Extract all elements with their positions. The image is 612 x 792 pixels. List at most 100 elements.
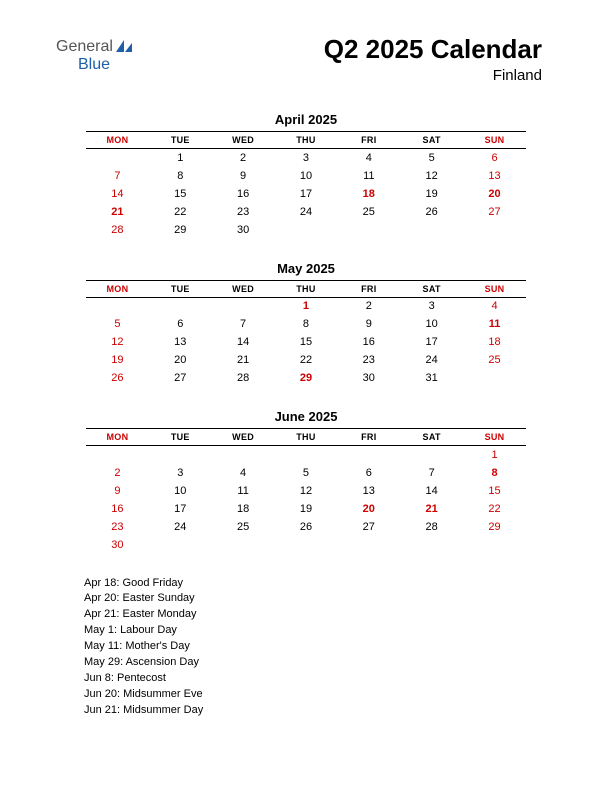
calendar-row: 12131415161718 [86,333,526,351]
holiday-item: Jun 20: Midsummer Eve [84,687,562,703]
calendar-cell: 24 [400,351,463,369]
calendar-cell: 8 [463,464,526,482]
day-header: THU [275,280,338,297]
calendar-cell: 28 [400,518,463,536]
calendar-cell [463,536,526,554]
calendar-cell: 22 [149,203,212,221]
holiday-item: Jun 8: Pentecost [84,671,562,687]
calendar-cell: 25 [463,351,526,369]
calendar-cell: 10 [149,482,212,500]
logo: General Blue [56,38,133,74]
month-title: May 2025 [86,261,526,276]
calendar-cell: 18 [463,333,526,351]
calendar-table: MONTUEWEDTHUFRISATSUN1234567891011121314… [86,131,526,239]
calendar-cell: 28 [86,221,149,239]
calendar-cell: 27 [463,203,526,221]
day-header: MON [86,280,149,297]
calendar-cell: 2 [337,297,400,315]
calendar-row: 30 [86,536,526,554]
calendar-cell: 26 [400,203,463,221]
day-header: SUN [463,429,526,446]
calendar-cell: 16 [86,500,149,518]
calendar-cell [275,446,338,464]
calendar-cell: 11 [212,482,275,500]
holiday-item: May 1: Labour Day [84,623,562,639]
logo-sail-icon [115,39,133,53]
logo-text-1: General [56,38,113,55]
months-container: April 2025MONTUEWEDTHUFRISATSUN123456789… [50,112,562,554]
calendar-cell: 21 [400,500,463,518]
calendar-cell: 20 [337,500,400,518]
calendar-cell: 18 [212,500,275,518]
calendar-cell [149,536,212,554]
day-header: THU [275,429,338,446]
calendar-cell: 3 [400,297,463,315]
day-header: SAT [400,429,463,446]
day-header: FRI [337,132,400,149]
calendar-cell: 21 [86,203,149,221]
calendar-cell [149,446,212,464]
calendar-cell: 18 [337,185,400,203]
calendar-cell: 6 [149,315,212,333]
holiday-item: Apr 20: Easter Sunday [84,591,562,607]
calendar-table: MONTUEWEDTHUFRISATSUN1234567891011121314… [86,428,526,554]
day-header: TUE [149,280,212,297]
calendar-row: 21222324252627 [86,203,526,221]
calendar-cell: 29 [275,369,338,387]
calendar-cell [400,536,463,554]
calendar-cell: 6 [463,149,526,167]
day-header: FRI [337,429,400,446]
day-header: THU [275,132,338,149]
calendar-row: 23242526272829 [86,518,526,536]
calendar-cell: 7 [86,167,149,185]
calendar-cell: 29 [463,518,526,536]
calendar-cell: 30 [86,536,149,554]
calendar-row: 78910111213 [86,167,526,185]
calendar-cell: 3 [275,149,338,167]
calendar-cell: 12 [400,167,463,185]
calendar-cell [212,536,275,554]
calendar-cell: 15 [463,482,526,500]
calendar-cell [86,297,149,315]
calendar-cell: 30 [212,221,275,239]
calendar-cell: 3 [149,464,212,482]
calendar-cell: 22 [275,351,338,369]
calendar-cell: 11 [463,315,526,333]
calendar-cell: 20 [463,185,526,203]
holidays-list: Apr 18: Good FridayApr 20: Easter Sunday… [84,576,562,719]
month-block: April 2025MONTUEWEDTHUFRISATSUN123456789… [86,112,526,239]
calendar-cell: 4 [212,464,275,482]
calendar-cell: 8 [275,315,338,333]
month-title: April 2025 [86,112,526,127]
calendar-cell: 15 [149,185,212,203]
day-header: MON [86,429,149,446]
calendar-cell: 9 [212,167,275,185]
calendar-row: 567891011 [86,315,526,333]
calendar-cell: 16 [212,185,275,203]
holiday-item: Apr 18: Good Friday [84,576,562,592]
calendar-cell: 25 [337,203,400,221]
calendar-cell [463,369,526,387]
calendar-cell: 1 [463,446,526,464]
day-header: SUN [463,280,526,297]
calendar-cell: 4 [463,297,526,315]
calendar-cell [463,221,526,239]
calendar-cell [337,446,400,464]
calendar-cell: 24 [149,518,212,536]
month-block: June 2025MONTUEWEDTHUFRISATSUN1234567891… [86,409,526,554]
calendar-cell: 7 [400,464,463,482]
calendar-cell [275,221,338,239]
holiday-item: Apr 21: Easter Monday [84,607,562,623]
calendar-cell: 4 [337,149,400,167]
calendar-cell: 2 [86,464,149,482]
calendar-cell [212,297,275,315]
calendar-cell [400,446,463,464]
calendar-cell: 21 [212,351,275,369]
calendar-cell: 17 [149,500,212,518]
day-header: WED [212,132,275,149]
calendar-cell: 8 [149,167,212,185]
calendar-cell: 15 [275,333,338,351]
calendar-cell: 26 [275,518,338,536]
calendar-cell: 19 [400,185,463,203]
calendar-cell: 6 [337,464,400,482]
